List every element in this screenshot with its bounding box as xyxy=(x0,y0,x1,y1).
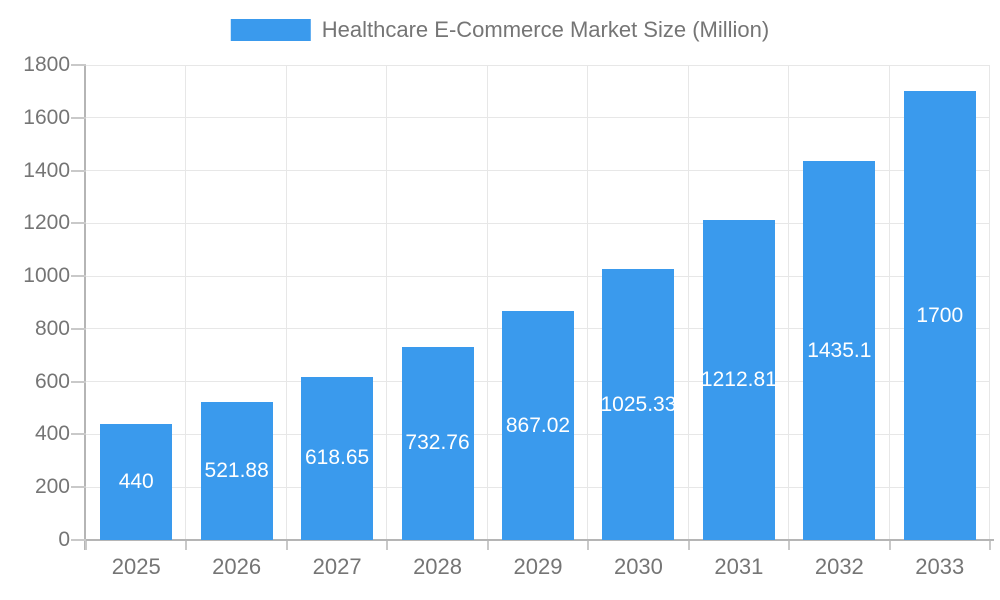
bar-value-label: 1435.1 xyxy=(803,338,875,364)
bar: 440 xyxy=(100,423,173,540)
y-axis-line xyxy=(84,65,86,550)
y-axis-tick-label: 400 xyxy=(34,422,70,446)
gridline-vertical xyxy=(487,65,488,540)
gridline-horizontal xyxy=(86,222,990,224)
bar: 1212.81 xyxy=(702,219,775,540)
x-axis-tick xyxy=(487,541,489,550)
y-axis-tick xyxy=(71,380,86,383)
y-axis-tick-label: 1200 xyxy=(23,211,70,235)
y-axis-tick xyxy=(71,433,86,436)
bar-value-text: 867.02 xyxy=(505,413,571,437)
bar: 1435.1 xyxy=(803,161,876,540)
gridline-vertical xyxy=(386,65,387,540)
bar-value-text: 1435.1 xyxy=(807,338,872,362)
bar: 1025.33 xyxy=(602,269,675,540)
bar-value-text: 1700 xyxy=(916,303,964,327)
y-axis-tick-label: 800 xyxy=(34,316,70,340)
gridline-horizontal xyxy=(86,170,990,172)
bar-value-label: 521.88 xyxy=(201,458,273,484)
y-axis-tick xyxy=(71,116,86,119)
bar-value-label: 732.76 xyxy=(402,430,474,456)
gridline-vertical xyxy=(889,65,890,540)
gridline-vertical xyxy=(688,65,689,540)
x-axis-tick-label: 2031 xyxy=(714,554,764,579)
y-axis-tick xyxy=(71,275,86,278)
bar-value-text: 521.88 xyxy=(204,459,269,483)
x-axis-tick xyxy=(688,541,690,550)
x-axis-tick xyxy=(587,541,589,550)
gridline-horizontal xyxy=(86,64,990,66)
bar: 521.88 xyxy=(200,402,273,540)
bar-value-label: 440 xyxy=(100,469,172,495)
x-axis-tick xyxy=(286,541,288,550)
plot-area: 440 521.88 618.65 732.76 867.02 1025.33 1212.8… xyxy=(86,64,990,540)
y-axis-tick xyxy=(71,486,86,489)
legend-label: Healthcare E-Commerce Market Size (Milli… xyxy=(321,17,770,42)
bar-value-text: 1025.33 xyxy=(602,392,675,416)
y-axis-tick-label: 1800 xyxy=(23,53,70,76)
y-axis-tick xyxy=(71,169,86,172)
y-axis-tick xyxy=(71,222,86,225)
gridline-horizontal xyxy=(86,117,990,119)
x-axis-tick-label: 2030 xyxy=(613,554,663,579)
x-axis-tick-label: 2028 xyxy=(413,554,463,579)
x-axis-tick-label: 2026 xyxy=(212,554,262,579)
gridline-vertical xyxy=(989,65,990,540)
bar-value-text: 440 xyxy=(118,469,154,493)
x-axis-tick-label: 2033 xyxy=(915,554,965,579)
bar-value-label: 618.65 xyxy=(301,445,373,471)
bar-value-text: 1212.81 xyxy=(702,367,775,391)
gridline-vertical xyxy=(286,65,287,540)
x-axis-tick xyxy=(889,541,891,550)
bar-value-label: 867.02 xyxy=(502,413,574,439)
x-axis-tick xyxy=(989,541,991,550)
bar-value-label: 1700 xyxy=(904,303,976,329)
x-axis-tick-label: 2025 xyxy=(111,554,161,579)
x-axis-line xyxy=(71,539,994,541)
y-axis-tick-label: 600 xyxy=(34,369,70,393)
x-axis-tick-label: 2029 xyxy=(513,554,563,579)
y-axis-tick xyxy=(71,64,86,66)
y-axis-tick-label: 1400 xyxy=(23,158,70,182)
legend-swatch xyxy=(230,19,311,41)
bar: 1700 xyxy=(903,91,976,540)
gridline-vertical xyxy=(788,65,789,540)
x-axis-tick xyxy=(386,541,388,550)
gridline-vertical xyxy=(185,65,186,540)
y-axis-tick-label: 0 xyxy=(58,528,70,551)
y-axis-tick xyxy=(71,539,86,541)
x-axis-tick xyxy=(788,541,790,550)
bar-value-label: 1025.33 xyxy=(602,392,674,418)
bar: 618.65 xyxy=(301,376,374,540)
bar-value-text: 618.65 xyxy=(304,446,370,470)
x-axis-tick-label: 2027 xyxy=(312,554,362,579)
bar: 732.76 xyxy=(401,346,474,540)
x-axis-tick xyxy=(85,541,87,550)
y-axis-tick-label: 1000 xyxy=(23,264,70,288)
gridline-vertical xyxy=(587,65,588,540)
bar-value-text: 732.76 xyxy=(405,431,470,455)
gridline-horizontal xyxy=(86,275,990,277)
x-axis-tick xyxy=(185,541,187,550)
y-axis-tick-label: 1600 xyxy=(23,105,70,129)
y-axis-tick-label: 200 xyxy=(34,475,70,499)
x-axis-tick-label: 2032 xyxy=(814,554,864,579)
legend-item[interactable]: Healthcare E-Commerce Market Size (Milli… xyxy=(230,17,770,43)
y-axis-tick xyxy=(71,327,86,330)
bar-value-label: 1212.81 xyxy=(703,367,775,393)
bar: 867.02 xyxy=(502,311,574,540)
